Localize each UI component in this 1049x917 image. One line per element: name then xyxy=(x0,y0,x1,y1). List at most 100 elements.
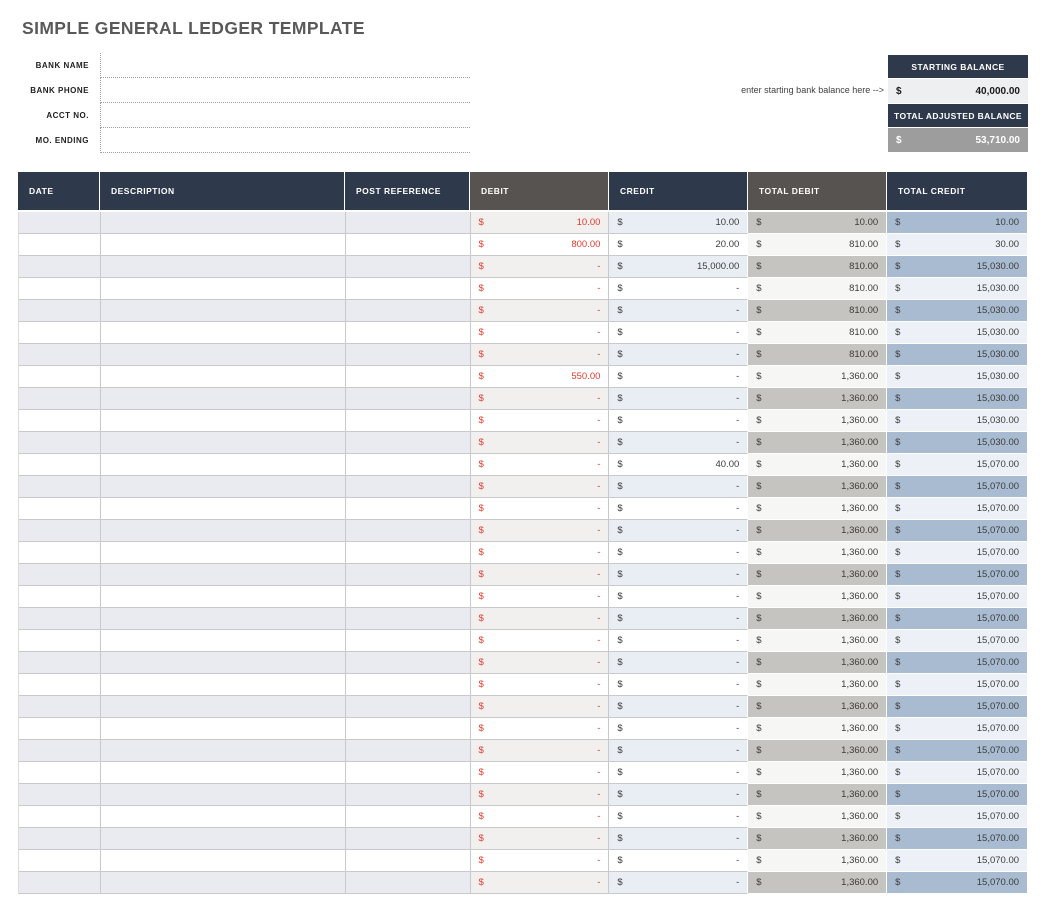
cell-post-reference[interactable] xyxy=(345,432,471,454)
cell-post-reference[interactable] xyxy=(345,828,471,850)
cell-description[interactable] xyxy=(100,630,346,652)
cell-debit[interactable]: $ - xyxy=(470,652,610,674)
cell-date[interactable] xyxy=(19,410,101,432)
cell-credit[interactable]: $ - xyxy=(609,828,749,850)
cell-description[interactable] xyxy=(100,520,346,542)
cell-debit[interactable]: $ - xyxy=(470,520,610,542)
cell-post-reference[interactable] xyxy=(345,740,471,762)
cell-description[interactable] xyxy=(100,806,346,828)
cell-description[interactable] xyxy=(100,278,346,300)
cell-debit[interactable]: $ - xyxy=(470,476,610,498)
cell-date[interactable] xyxy=(19,432,101,454)
cell-date[interactable] xyxy=(19,652,101,674)
cell-description[interactable] xyxy=(100,608,346,630)
cell-date[interactable] xyxy=(19,564,101,586)
cell-description[interactable] xyxy=(100,674,346,696)
mo-ending-input[interactable] xyxy=(100,128,470,153)
cell-credit[interactable]: $ - xyxy=(609,366,749,388)
cell-post-reference[interactable] xyxy=(345,806,471,828)
cell-description[interactable] xyxy=(100,872,346,894)
cell-post-reference[interactable] xyxy=(345,630,471,652)
cell-date[interactable] xyxy=(19,674,101,696)
cell-description[interactable] xyxy=(100,234,346,256)
cell-date[interactable] xyxy=(19,696,101,718)
cell-credit[interactable]: $20.00 xyxy=(609,234,749,256)
cell-credit[interactable]: $ - xyxy=(609,410,749,432)
cell-description[interactable] xyxy=(100,850,346,872)
cell-date[interactable] xyxy=(19,872,101,894)
cell-credit[interactable]: $ - xyxy=(609,542,749,564)
cell-credit[interactable]: $ - xyxy=(609,784,749,806)
cell-credit[interactable]: $ - xyxy=(609,762,749,784)
cell-credit[interactable]: $ - xyxy=(609,432,749,454)
cell-description[interactable] xyxy=(100,498,346,520)
cell-date[interactable] xyxy=(19,586,101,608)
cell-credit[interactable]: $ - xyxy=(609,718,749,740)
cell-date[interactable] xyxy=(19,630,101,652)
cell-credit[interactable]: $ - xyxy=(609,630,749,652)
cell-credit[interactable]: $ - xyxy=(609,476,749,498)
cell-credit[interactable]: $ - xyxy=(609,520,749,542)
cell-debit[interactable]: $ - xyxy=(470,696,610,718)
cell-post-reference[interactable] xyxy=(345,476,471,498)
cell-credit[interactable]: $ - xyxy=(609,278,749,300)
cell-post-reference[interactable] xyxy=(345,784,471,806)
cell-credit[interactable]: $15,000.00 xyxy=(609,256,749,278)
cell-credit[interactable]: $ - xyxy=(609,674,749,696)
cell-description[interactable] xyxy=(100,454,346,476)
cell-debit[interactable]: $ - xyxy=(470,784,610,806)
cell-post-reference[interactable] xyxy=(345,278,471,300)
cell-description[interactable] xyxy=(100,344,346,366)
cell-description[interactable] xyxy=(100,542,346,564)
cell-date[interactable] xyxy=(19,718,101,740)
cell-debit[interactable]: $ - xyxy=(470,388,610,410)
cell-credit[interactable]: $ - xyxy=(609,740,749,762)
cell-description[interactable] xyxy=(100,652,346,674)
cell-description[interactable] xyxy=(100,762,346,784)
cell-post-reference[interactable] xyxy=(345,388,471,410)
cell-date[interactable] xyxy=(19,806,101,828)
cell-debit[interactable]: $ - xyxy=(470,432,610,454)
cell-post-reference[interactable] xyxy=(345,256,471,278)
cell-credit[interactable]: $ - xyxy=(609,806,749,828)
cell-date[interactable] xyxy=(19,234,101,256)
cell-date[interactable] xyxy=(19,212,101,234)
cell-debit[interactable]: $ - xyxy=(470,806,610,828)
cell-date[interactable] xyxy=(19,762,101,784)
cell-debit[interactable]: $ - xyxy=(470,256,610,278)
cell-date[interactable] xyxy=(19,322,101,344)
cell-description[interactable] xyxy=(100,476,346,498)
cell-description[interactable] xyxy=(100,322,346,344)
cell-debit[interactable]: $ - xyxy=(470,344,610,366)
cell-post-reference[interactable] xyxy=(345,608,471,630)
cell-description[interactable] xyxy=(100,784,346,806)
starting-balance-cell[interactable]: $ 40,000.00 xyxy=(888,79,1028,103)
cell-credit[interactable]: $10.00 xyxy=(609,212,749,234)
cell-description[interactable] xyxy=(100,432,346,454)
cell-description[interactable] xyxy=(100,740,346,762)
cell-debit[interactable]: $ - xyxy=(470,564,610,586)
cell-date[interactable] xyxy=(19,278,101,300)
cell-debit[interactable]: $10.00 xyxy=(470,212,610,234)
cell-debit[interactable]: $ - xyxy=(470,608,610,630)
cell-date[interactable] xyxy=(19,476,101,498)
cell-debit[interactable]: $ - xyxy=(470,674,610,696)
cell-post-reference[interactable] xyxy=(345,344,471,366)
cell-credit[interactable]: $40.00 xyxy=(609,454,749,476)
cell-date[interactable] xyxy=(19,454,101,476)
cell-debit[interactable]: $800.00 xyxy=(470,234,610,256)
cell-debit[interactable]: $ - xyxy=(470,740,610,762)
cell-description[interactable] xyxy=(100,696,346,718)
cell-post-reference[interactable] xyxy=(345,564,471,586)
cell-credit[interactable]: $ - xyxy=(609,608,749,630)
cell-post-reference[interactable] xyxy=(345,366,471,388)
cell-post-reference[interactable] xyxy=(345,520,471,542)
cell-debit[interactable]: $ - xyxy=(470,828,610,850)
cell-description[interactable] xyxy=(100,828,346,850)
cell-credit[interactable]: $ - xyxy=(609,586,749,608)
cell-description[interactable] xyxy=(100,256,346,278)
cell-credit[interactable]: $ - xyxy=(609,850,749,872)
cell-date[interactable] xyxy=(19,850,101,872)
cell-debit[interactable]: $550.00 xyxy=(470,366,610,388)
cell-date[interactable] xyxy=(19,740,101,762)
